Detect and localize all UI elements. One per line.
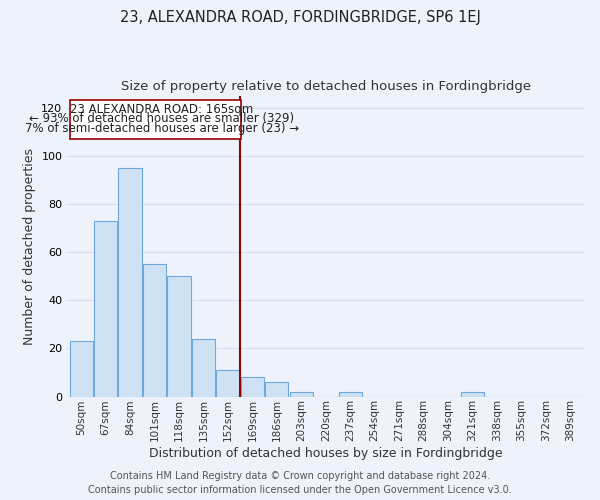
Text: ← 93% of detached houses are smaller (329): ← 93% of detached houses are smaller (32…	[29, 112, 295, 126]
Title: Size of property relative to detached houses in Fordingbridge: Size of property relative to detached ho…	[121, 80, 531, 93]
Bar	[217, 370, 239, 396]
Bar	[143, 264, 166, 396]
Bar	[94, 221, 117, 396]
Bar	[461, 392, 484, 396]
Bar	[290, 392, 313, 396]
Text: Contains HM Land Registry data © Crown copyright and database right 2024.
Contai: Contains HM Land Registry data © Crown c…	[88, 471, 512, 495]
Y-axis label: Number of detached properties: Number of detached properties	[23, 148, 35, 344]
Bar	[241, 378, 264, 396]
Bar	[338, 392, 362, 396]
Text: 7% of semi-detached houses are larger (23) →: 7% of semi-detached houses are larger (2…	[25, 122, 299, 135]
Bar	[118, 168, 142, 396]
Bar	[167, 276, 191, 396]
Text: 23 ALEXANDRA ROAD: 165sqm: 23 ALEXANDRA ROAD: 165sqm	[70, 103, 254, 116]
Text: 23, ALEXANDRA ROAD, FORDINGBRIDGE, SP6 1EJ: 23, ALEXANDRA ROAD, FORDINGBRIDGE, SP6 1…	[119, 10, 481, 25]
Bar	[265, 382, 289, 396]
Bar	[70, 341, 93, 396]
X-axis label: Distribution of detached houses by size in Fordingbridge: Distribution of detached houses by size …	[149, 447, 503, 460]
Bar	[192, 339, 215, 396]
FancyBboxPatch shape	[70, 100, 241, 139]
